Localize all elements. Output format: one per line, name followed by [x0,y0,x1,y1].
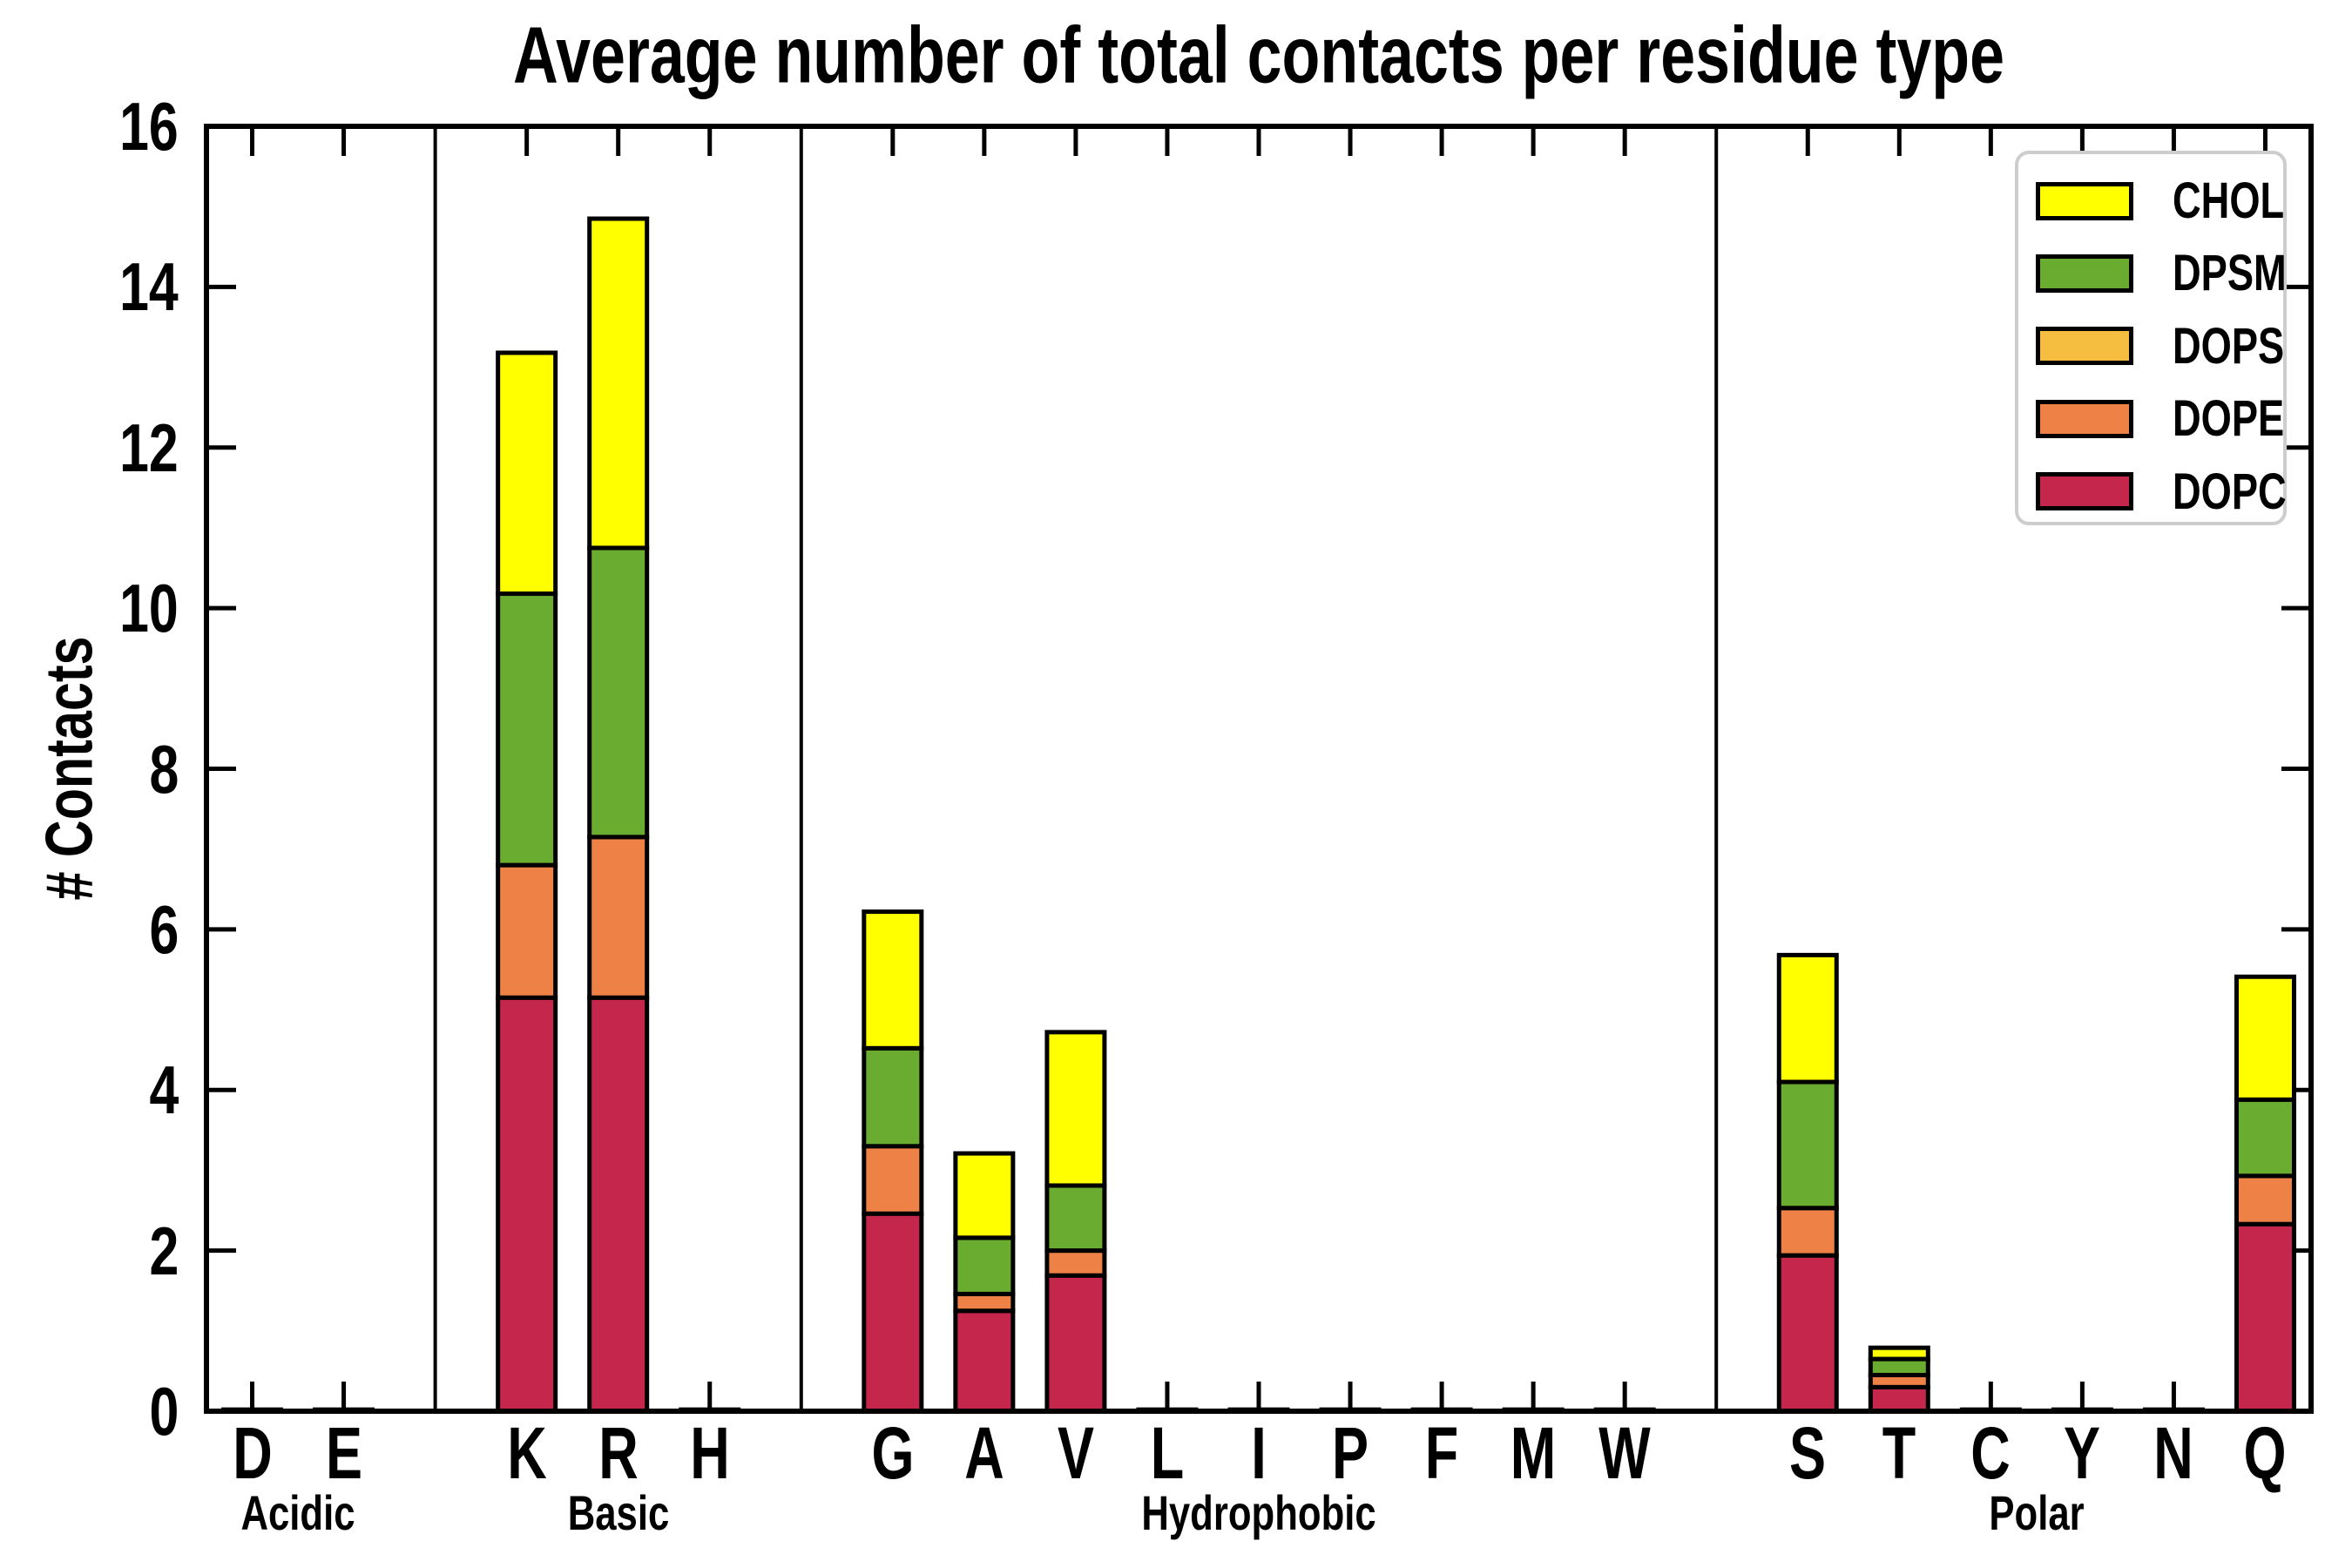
legend-entry-CHOL: CHOL [2036,172,2315,230]
legend-label-DOPS: DOPS [2173,317,2285,375]
legend-entry-DOPS: DOPS [2036,317,2315,375]
y-tick-label-4: 4 [149,1051,179,1129]
x-tick-label-T: T [1882,1412,1916,1494]
legend-swatch-DOPS [2036,327,2133,366]
bar-segment-A-DPSM [953,1235,1016,1296]
x-tick-label-Q: Q [2243,1412,2287,1494]
group-label-basic: Basic [567,1485,669,1540]
x-tick-label-P: P [1332,1412,1369,1494]
bar-segment-S-CHOL [1776,952,1839,1085]
bar-segment-T-CHOL [1868,1345,1930,1362]
bar-segment-G-DOPC [862,1211,924,1414]
bar-segment-S-DPSM [1776,1079,1839,1211]
legend-swatch-CHOL [2036,181,2133,220]
bar-segment-V-DPSM [1044,1183,1107,1254]
y-tick-label-10: 10 [119,570,179,647]
bar-segment-A-CHOL [953,1151,1016,1240]
bar-segment-R-DPSM [587,545,650,840]
bar-segment-R-DOPE [587,835,650,1000]
bar-segment-V-DOPE [1044,1248,1107,1278]
legend-label-DOPE: DOPE [2173,390,2285,448]
y-tick-label-16: 16 [119,88,179,165]
x-tick-label-N: N [2153,1412,2194,1494]
legend-label-DPSM: DPSM [2173,245,2287,302]
group-label-polar: Polar [1989,1485,2085,1540]
bar-segment-Q-DPSM [2234,1097,2296,1179]
x-tick-label-C: C [1970,1412,2011,1494]
x-tick-label-V: V [1057,1412,1094,1494]
x-tick-label-D: D [232,1412,273,1494]
bar-segment-G-DPSM [862,1045,924,1149]
legend-label-DOPC: DOPC [2173,463,2287,520]
axes-spines [204,124,2314,1414]
legend-swatch-DOPE [2036,399,2133,438]
x-tick-label-F: F [1424,1412,1459,1494]
bar-segment-V-CHOL [1044,1030,1107,1188]
x-tick-label-M: M [1510,1412,1557,1494]
bar-segment-T-DOPC [1868,1384,1930,1414]
x-tick-label-E: E [325,1412,362,1494]
y-tick-label-14: 14 [119,248,179,326]
bar-segment-T-DPSM [1868,1356,1930,1378]
bar-segment-A-DOPE [953,1291,1016,1314]
group-label-acidic: Acidic [240,1485,355,1540]
bar-segment-K-CHOL [496,350,558,597]
x-tick-label-H: H [689,1412,730,1494]
bar-segment-K-DOPE [496,862,558,1000]
legend-label-CHOL: CHOL [2173,172,2285,229]
bar-segment-S-DOPE [1776,1206,1839,1258]
x-tick-label-R: R [598,1412,639,1494]
bar-segment-Q-DOPC [2234,1221,2296,1414]
y-tick-label-6: 6 [149,890,179,968]
legend-swatch-DPSM [2036,253,2133,293]
legend-swatch-DOPC [2036,472,2133,511]
legend: CHOL DPSM DOPS DOPE DOPC [2015,151,2287,525]
bar-segment-A-DOPC [953,1308,1016,1414]
bar-segment-V-DOPC [1044,1273,1107,1414]
x-tick-label-K: K [506,1412,547,1494]
x-tick-label-G: G [871,1412,915,1494]
legend-entry-DPSM: DPSM [2036,244,2319,302]
y-tick-label-8: 8 [149,730,179,808]
y-tick-label-0: 0 [149,1373,179,1450]
x-tick-label-S: S [1789,1412,1827,1494]
group-label-hydrophobic: Hydrophobic [1141,1485,1376,1540]
bar-segment-G-CHOL [862,909,924,1051]
y-tick-label-2: 2 [149,1212,179,1289]
x-tick-label-Y: Y [2064,1412,2101,1494]
bar-segment-S-DOPC [1776,1253,1839,1414]
x-tick-label-W: W [1598,1412,1651,1494]
bar-segment-K-DOPC [496,995,558,1414]
bar-segment-G-DOPE [862,1144,924,1216]
y-tick-label-12: 12 [119,409,179,486]
bar-segment-K-DPSM [496,591,558,868]
legend-entry-DOPE: DOPE [2036,389,2315,448]
chart-title: Average number of total contacts per res… [512,10,2005,100]
bar-segment-Q-CHOL [2234,974,2296,1102]
bar-segment-Q-DOPE [2234,1173,2296,1227]
bar-segment-R-CHOL [587,216,650,551]
x-tick-label-L: L [1150,1412,1185,1494]
x-tick-label-A: A [964,1412,1004,1494]
x-tick-label-I: I [1251,1412,1267,1494]
legend-entry-DOPC: DOPC [2036,463,2319,521]
bar-segment-R-DOPC [587,995,650,1414]
